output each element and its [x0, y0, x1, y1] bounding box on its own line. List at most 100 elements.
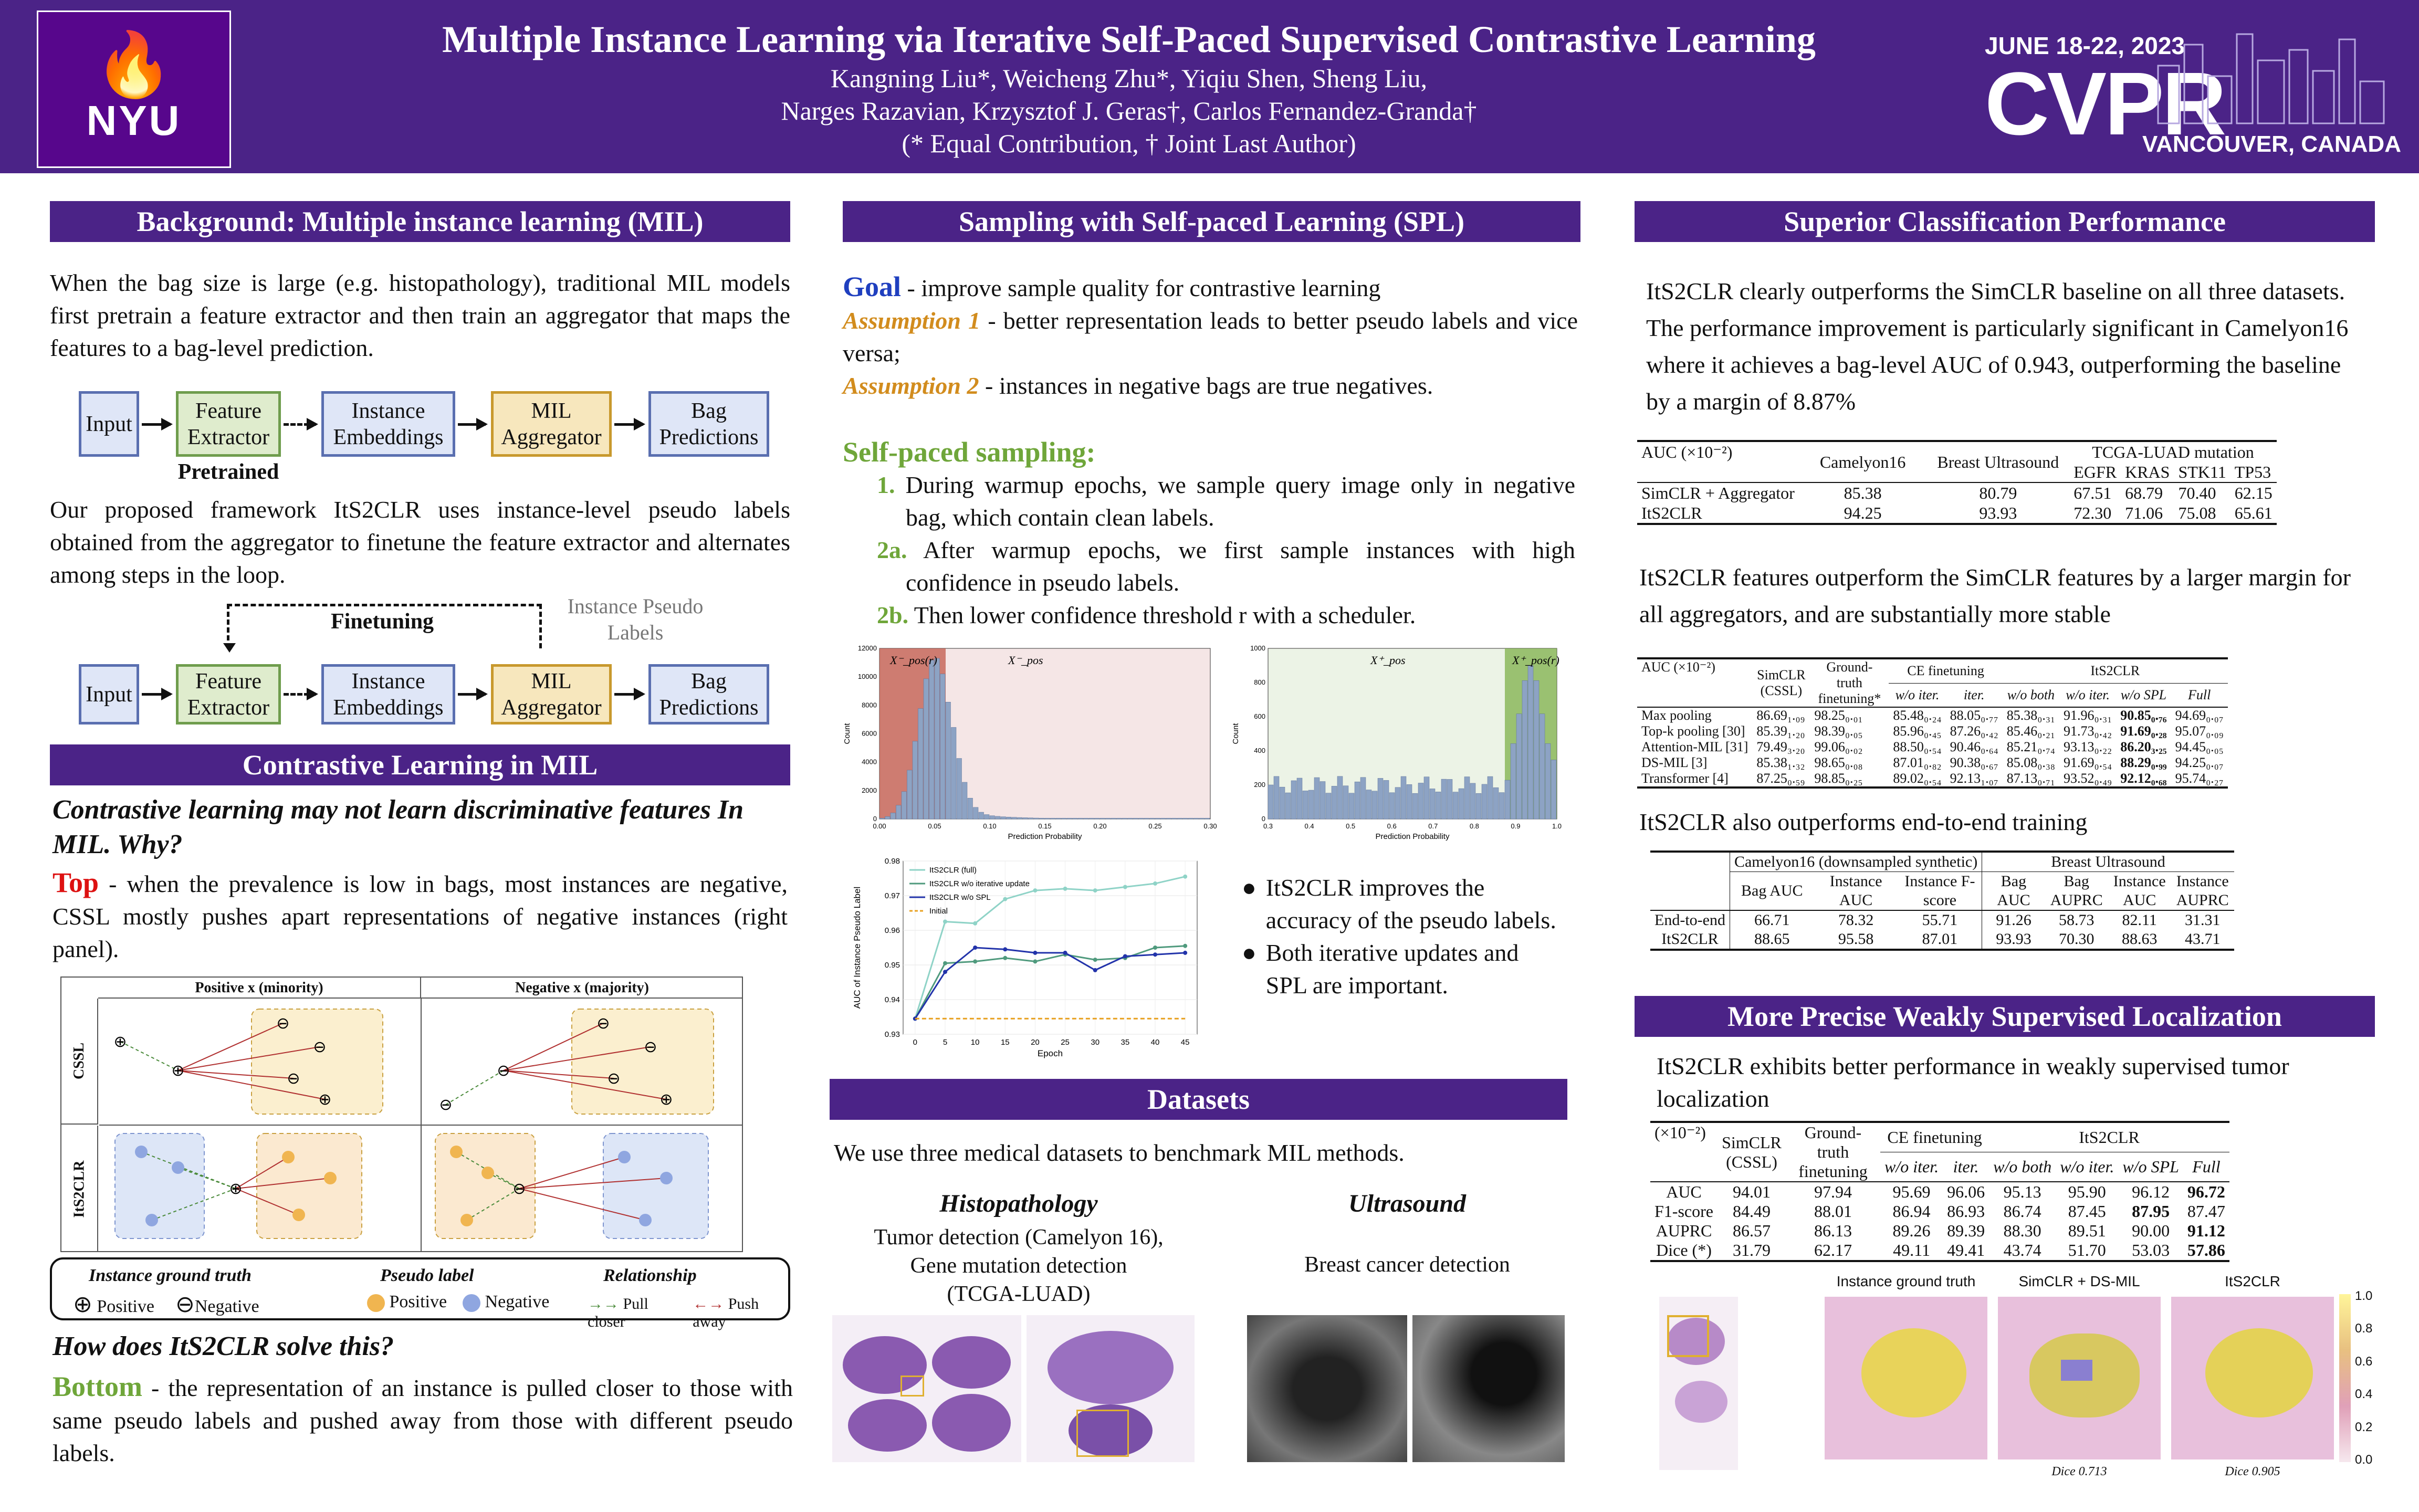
flow-arrow [458, 418, 488, 430]
pseudo-label-auc-chart: 0.93 0.94 0.95 0.96 0.97 0.98 0 5 10 15 20 25 30 35 40… [845, 850, 1208, 1071]
hist-x-tick: 0.5 [1346, 822, 1355, 830]
loop-feature-extractor-box: Feature Extractor [176, 664, 281, 724]
colorbar-tick: 0.4 [2355, 1387, 2373, 1402]
table-cell: 89.26 [1892, 1221, 1931, 1240]
finetuning-loop-line [227, 604, 542, 648]
svg-text:⊕: ⊕ [229, 1180, 242, 1198]
hist-bar [1343, 785, 1349, 820]
bottom-keyword: Bottom [53, 1371, 142, 1402]
legend-pl-negative: Negative [485, 1292, 550, 1311]
colorbar-tick: 1.0 [2355, 1289, 2373, 1303]
hist-bar [1522, 680, 1528, 820]
finetuning-label: Finetuning [331, 610, 434, 634]
hist-x-tick: 0.6 [1387, 822, 1397, 830]
instance-pseudo-labels-label: Instance Pseudo Labels [567, 594, 704, 644]
t1-cell: ItS2CLR [1641, 503, 1702, 522]
hist-y-label: Count [843, 723, 852, 744]
end-to-end-paragraph: ItS2CLR also outperforms end-to-end trai… [1639, 808, 2088, 835]
t3-header: Bag AUPRC [2050, 873, 2103, 909]
legend-ground-truth-heading: Instance ground truth [89, 1266, 252, 1285]
framework-paragraph: Our proposed framework ItS2CLR uses inst… [50, 496, 790, 588]
histopathology-heading: Histopathology [939, 1190, 1098, 1217]
hist-bar [885, 816, 891, 820]
t4-header: ItS2CLR [1989, 1122, 2229, 1153]
hist-bar [1066, 818, 1072, 820]
table-cell: Transformer [4] [1641, 771, 1729, 786]
histogram-negative-svg: 0.00 0.05 0.10 0.15 0.20 0.25 0.30 0 2000 4000 600… [843, 644, 1217, 841]
flow-arrow [284, 688, 318, 700]
chart-point [1063, 950, 1067, 955]
chart-x-tick: 35 [1121, 1038, 1130, 1047]
table-cell: 94.01 [1732, 1182, 1771, 1201]
chart-point [1033, 888, 1038, 893]
hist-x-tick: 0.25 [1148, 822, 1161, 830]
table-cell: 85.46₀.₂₁ [2006, 723, 2055, 739]
table-cell: w/o both [1993, 1157, 2052, 1177]
hist-bar [901, 791, 907, 820]
table-cell: 87.95 [2132, 1202, 2170, 1221]
negative-column-title: Negative x (majority) [515, 980, 649, 996]
table-cell: 43.74 [2003, 1241, 2041, 1259]
step-2a-number: 2a. [877, 537, 907, 563]
table-cell: 95.13 [2003, 1182, 2041, 1201]
hist-bar [1111, 818, 1116, 820]
table-cell: 87.01 [1922, 930, 1958, 948]
hist-region-label: X⁺_pos [1370, 654, 1406, 667]
hist-bar [1138, 818, 1144, 820]
step-2b-text: Then lower confidence threshold r with a… [914, 602, 1416, 628]
flow-input-box: Input [79, 391, 139, 457]
assumption2-keyword: Assumption 2 [843, 372, 979, 399]
table-row: End-to-end 66.71 78.32 55.71 91.26 58.73 82.11… [1650, 910, 2234, 930]
hist-bar [1539, 713, 1545, 820]
hist-bar [1406, 784, 1412, 820]
table-cell: 82.11 [2122, 911, 2157, 929]
line-chart-svg: 0.93 0.94 0.95 0.96 0.97 0.98 0 5 10 15 20 25 30 35 40… [852, 857, 1198, 1058]
chart-y-tick: 0.96 [885, 926, 900, 935]
table-cell: 43.71 [2184, 930, 2221, 948]
hist-bar [1122, 818, 1127, 820]
hist-x-tick: 0.15 [1038, 822, 1051, 830]
chart-x-tick: 10 [971, 1038, 980, 1047]
its2clr-row-label: ItS2CLR [71, 1160, 88, 1217]
hist-bar [1470, 783, 1476, 820]
table-cell: 98.39₀.₀₅ [1814, 723, 1863, 739]
t3-header: Instance AUC [1829, 873, 1882, 909]
chart-point [973, 946, 978, 950]
legend-push: Push away [693, 1295, 759, 1330]
table-cell: 78.32 [1838, 911, 1874, 929]
table-cell: 91.69₀.₅₄ [2064, 755, 2112, 770]
hist-bar [1296, 778, 1303, 820]
authors-line-3: (* Equal Contribution, † Joint Last Auth… [902, 129, 1356, 158]
loc-title-3: ItS2CLR [2225, 1273, 2280, 1289]
hist-bar [1072, 818, 1078, 820]
hist-bar [1011, 817, 1017, 820]
table-cell: 91.73₀.₄₂ [2064, 723, 2112, 739]
svg-text:⊕: ⊕ [659, 1090, 673, 1109]
hist-bar [934, 658, 940, 820]
table-cell: 31.79 [1732, 1241, 1771, 1259]
table-cell: 53.03 [2132, 1241, 2170, 1259]
table-cell: w/o iter. [2060, 1157, 2114, 1177]
chart-point [1123, 885, 1127, 889]
hist-y-tick: 0 [1262, 815, 1265, 823]
chart-x-label: Epoch [1038, 1048, 1063, 1058]
wsi-thumbnail-image [1659, 1297, 1738, 1470]
top-explanation: - when the prevalence is low in bags, mo… [53, 870, 788, 962]
hist-bar [1435, 792, 1441, 820]
hist-bar [1464, 776, 1470, 820]
chart-y-label: AUC of Instance Pseudo Label [852, 887, 862, 1009]
hist-bar [1291, 780, 1297, 820]
table-cell: 91.69₀.₂₈ [2120, 723, 2167, 739]
bullet-icon: ● [1242, 939, 1256, 966]
hist-bar [896, 805, 902, 820]
hist-bar [1094, 818, 1100, 820]
legend-relationship-heading: Relationship [603, 1266, 697, 1285]
t2-header: CE finetuning [1889, 658, 2003, 684]
hist-bar [962, 782, 968, 820]
hist-bar [929, 660, 935, 820]
chart-point [1033, 959, 1038, 964]
pseudo-negative-dot-icon [463, 1294, 481, 1312]
step-2a-text: After warmup epochs, we first sample ins… [906, 537, 1576, 596]
hist-bar [1493, 787, 1499, 820]
chart-x-tick: 25 [1061, 1038, 1070, 1047]
